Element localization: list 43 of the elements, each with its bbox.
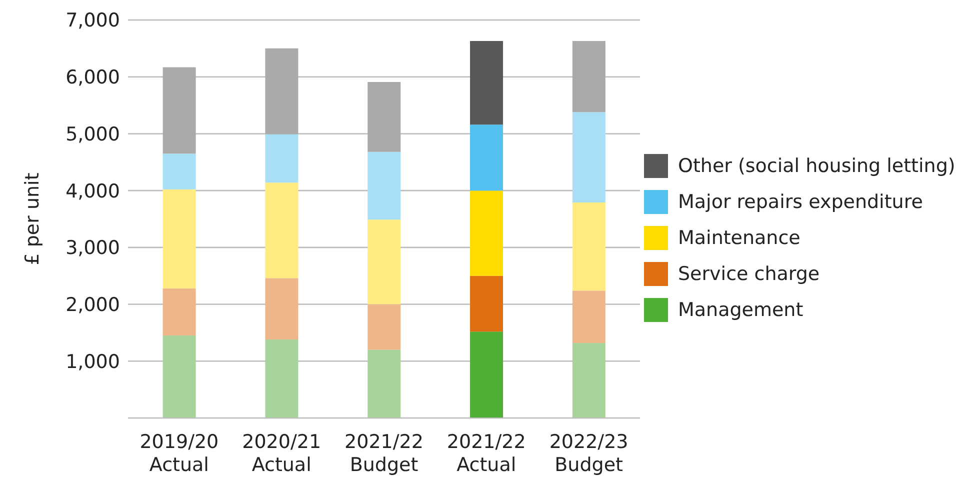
x-tick-label: 2019/20 Actual <box>140 431 219 476</box>
bar <box>470 41 504 125</box>
bar <box>265 134 298 183</box>
bar <box>265 340 298 418</box>
y-tick-label: 1,000 <box>66 350 120 373</box>
bar <box>265 48 298 134</box>
bar <box>572 342 606 418</box>
bar <box>572 112 606 203</box>
bar <box>368 82 401 152</box>
x-tick-label: 2021/22 Actual <box>446 431 526 476</box>
legend-label: Management <box>678 299 804 321</box>
bar <box>162 189 196 288</box>
y-axis-title: £ per unit <box>22 172 44 266</box>
bar <box>470 124 504 191</box>
bar <box>572 41 606 112</box>
bar <box>470 332 504 418</box>
bar <box>368 350 401 418</box>
bar <box>368 152 401 220</box>
y-tick-label: 5,000 <box>66 123 120 146</box>
bar <box>162 288 196 336</box>
bar <box>265 182 298 278</box>
bar <box>572 202 606 291</box>
x-tick-label: 2022/23 Budget <box>549 431 628 476</box>
bar <box>368 304 401 350</box>
legend-label: Other (social housing letting) <box>678 155 956 177</box>
y-tick-label: 2,000 <box>66 294 120 316</box>
x-tick-label: 2020/21 Actual <box>242 431 322 476</box>
bar <box>162 67 196 154</box>
bar <box>162 154 196 190</box>
y-tick-label: 3,000 <box>66 237 120 260</box>
legend-label: Major repairs expenditure <box>678 191 923 213</box>
bar <box>265 278 298 340</box>
bar <box>162 336 196 418</box>
legend-label: Maintenance <box>678 227 800 249</box>
y-tick-label: 4,000 <box>66 180 120 202</box>
bar <box>572 290 606 343</box>
x-tick-label: 2021/22 Budget <box>344 431 424 476</box>
y-tick-label: 7,000 <box>66 10 120 32</box>
bar <box>470 276 504 332</box>
y-tick-label: 6,000 <box>66 66 120 89</box>
bar <box>470 190 504 276</box>
bar <box>368 220 401 304</box>
legend-label: Service charge <box>678 263 820 285</box>
